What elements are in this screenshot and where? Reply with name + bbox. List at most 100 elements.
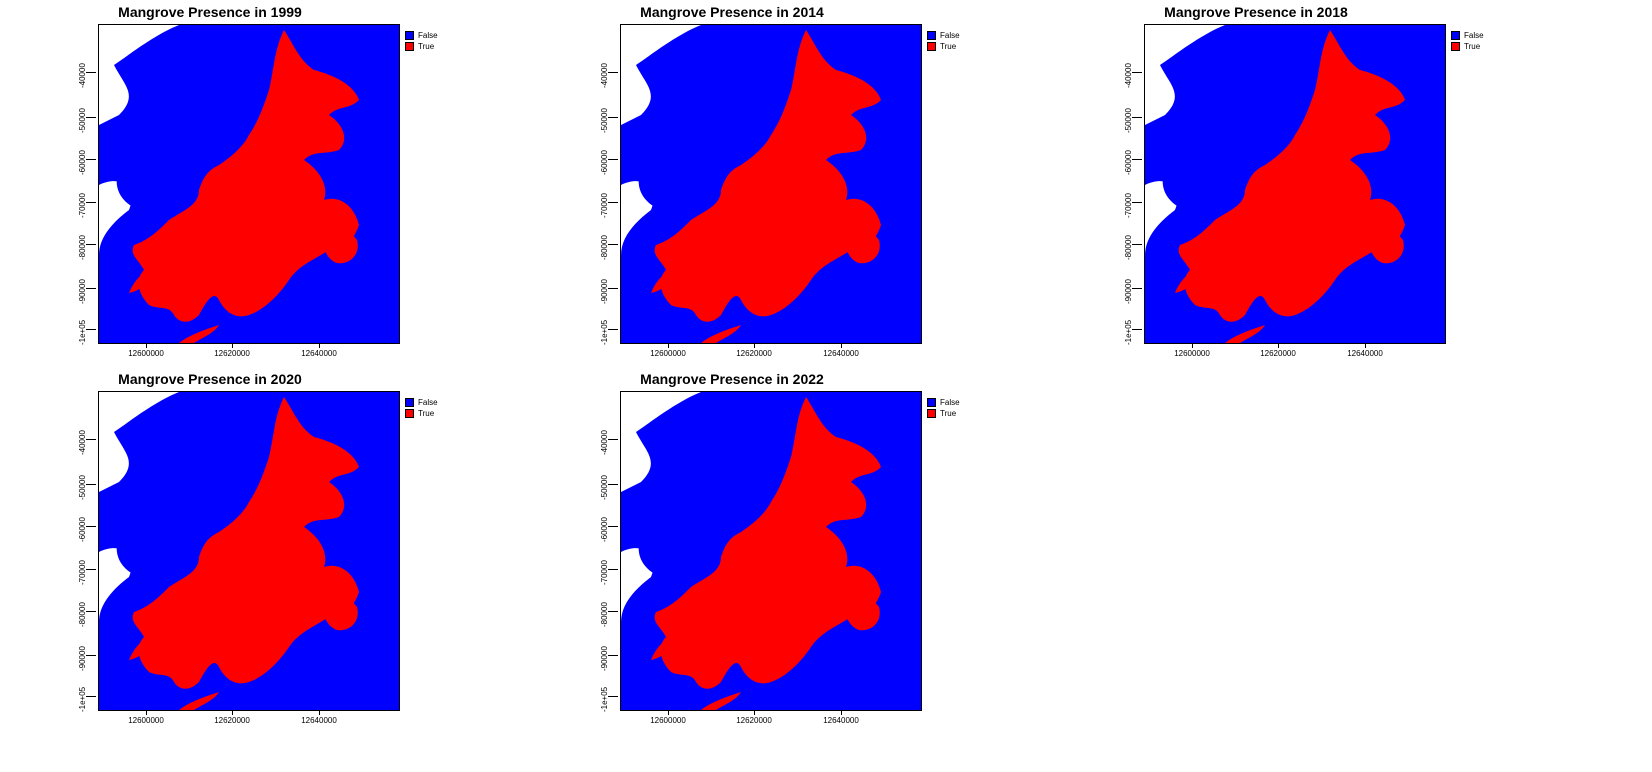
legend-swatch-false: [405, 397, 414, 407]
mangrove-map: [1145, 25, 1445, 343]
legend-label-false: False: [1464, 30, 1484, 40]
legend: False True: [405, 397, 438, 419]
y-tick-label: -80000: [78, 235, 87, 260]
y-tick-label: -70000: [78, 560, 87, 585]
x-tick-label: 12600000: [650, 716, 686, 725]
y-tick: [608, 526, 618, 527]
y-tick-label: -60000: [600, 517, 609, 542]
x-tick: [668, 343, 669, 348]
legend-item-false: False: [405, 30, 438, 40]
y-tick-label: -60000: [78, 150, 87, 175]
legend-swatch-false: [405, 30, 414, 40]
mangrove-region: [129, 397, 359, 710]
x-tick-label: 12600000: [128, 716, 164, 725]
y-tick: [608, 655, 618, 656]
legend: False True: [405, 30, 438, 52]
y-tick-label: -1e+05: [78, 686, 87, 712]
map-panel-1999: Mangrove Presence in 1999 -40000 -50000 -6…: [0, 0, 520, 380]
y-tick-label: -40000: [78, 430, 87, 455]
mangrove-map: [621, 392, 921, 710]
x-tick: [232, 710, 233, 715]
y-tick: [1132, 117, 1142, 118]
y-tick-label: -80000: [600, 602, 609, 627]
legend-swatch-true: [927, 41, 936, 51]
y-tick-label: -1e+05: [600, 319, 609, 345]
y-tick-label: -1e+05: [600, 686, 609, 712]
map-plot-area[interactable]: [98, 24, 400, 344]
y-tick-label: -50000: [78, 108, 87, 133]
y-tick: [608, 159, 618, 160]
map-plot-area[interactable]: [620, 391, 922, 711]
y-tick: [608, 329, 618, 330]
map-plot-area[interactable]: [1144, 24, 1446, 344]
y-tick: [608, 117, 618, 118]
x-tick-label: 12600000: [1174, 349, 1210, 358]
mangrove-region: [651, 30, 881, 343]
map-panel-2020: Mangrove Presence in 2020 -40000 -50000 -6…: [0, 367, 520, 747]
y-tick-label: -1e+05: [78, 319, 87, 345]
y-tick: [86, 117, 96, 118]
map-plot-area[interactable]: [620, 24, 922, 344]
x-tick: [146, 343, 147, 348]
legend-label-true: True: [418, 41, 435, 51]
mangrove-map: [99, 25, 399, 343]
y-tick-label: -40000: [600, 63, 609, 88]
y-tick-label: -50000: [78, 475, 87, 500]
x-tick: [1192, 343, 1193, 348]
y-tick: [86, 569, 96, 570]
x-tick-label: 12620000: [214, 716, 250, 725]
legend-item-true: True: [405, 41, 438, 51]
y-tick: [86, 244, 96, 245]
x-tick-label: 12620000: [736, 349, 772, 358]
mangrove-region: [129, 30, 359, 343]
mangrove-region: [1175, 30, 1405, 343]
y-tick: [86, 288, 96, 289]
legend-swatch-true: [1451, 41, 1460, 51]
y-tick-label: -70000: [1124, 193, 1133, 218]
y-tick-label: -60000: [1124, 150, 1133, 175]
y-tick-label: -80000: [78, 602, 87, 627]
mangrove-region: [651, 397, 881, 710]
map-panel-2018: Mangrove Presence in 2018 -40000 -50000 -6…: [1046, 0, 1566, 380]
y-tick-label: -90000: [78, 646, 87, 671]
legend: False True: [927, 30, 960, 52]
y-tick: [86, 72, 96, 73]
legend-swatch-true: [927, 408, 936, 418]
y-tick-label: -60000: [600, 150, 609, 175]
y-tick-label: -90000: [78, 279, 87, 304]
x-tick: [319, 710, 320, 715]
x-tick: [319, 343, 320, 348]
y-tick-label: -90000: [1124, 279, 1133, 304]
y-tick: [86, 202, 96, 203]
x-tick: [146, 710, 147, 715]
y-tick: [1132, 244, 1142, 245]
mangrove-map: [99, 392, 399, 710]
y-tick-label: -60000: [78, 517, 87, 542]
map-plot-area[interactable]: [98, 391, 400, 711]
y-tick: [1132, 159, 1142, 160]
x-tick: [668, 710, 669, 715]
y-tick: [608, 696, 618, 697]
y-tick-label: -70000: [600, 193, 609, 218]
legend-label-false: False: [940, 397, 960, 407]
legend-swatch-false: [927, 397, 936, 407]
y-tick-label: -40000: [600, 430, 609, 455]
y-tick: [608, 288, 618, 289]
x-tick: [1365, 343, 1366, 348]
panel-title: Mangrove Presence in 2018: [1164, 4, 1348, 20]
y-tick-label: -90000: [600, 646, 609, 671]
y-tick-label: -80000: [600, 235, 609, 260]
panel-title: Mangrove Presence in 2020: [118, 371, 302, 387]
legend-label-false: False: [940, 30, 960, 40]
legend-label-true: True: [1464, 41, 1481, 51]
x-tick: [754, 710, 755, 715]
legend-item-false: False: [927, 30, 960, 40]
panel-title: Mangrove Presence in 2014: [640, 4, 824, 20]
x-tick-label: 12640000: [823, 349, 859, 358]
legend-label-false: False: [418, 397, 438, 407]
x-tick: [232, 343, 233, 348]
x-tick-label: 12640000: [1347, 349, 1383, 358]
y-tick: [86, 696, 96, 697]
x-tick-label: 12620000: [1260, 349, 1296, 358]
y-tick-label: -70000: [600, 560, 609, 585]
